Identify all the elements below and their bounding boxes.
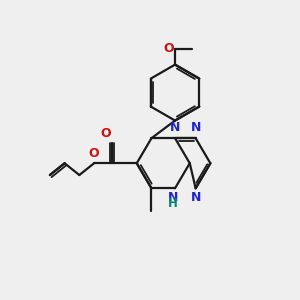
Text: H: H	[168, 196, 178, 209]
Text: N: N	[170, 122, 180, 134]
Text: O: O	[100, 127, 111, 140]
Text: N: N	[191, 122, 201, 134]
Text: N: N	[167, 190, 178, 204]
Text: O: O	[88, 147, 99, 160]
Text: N: N	[191, 190, 201, 204]
Text: O: O	[164, 42, 174, 55]
